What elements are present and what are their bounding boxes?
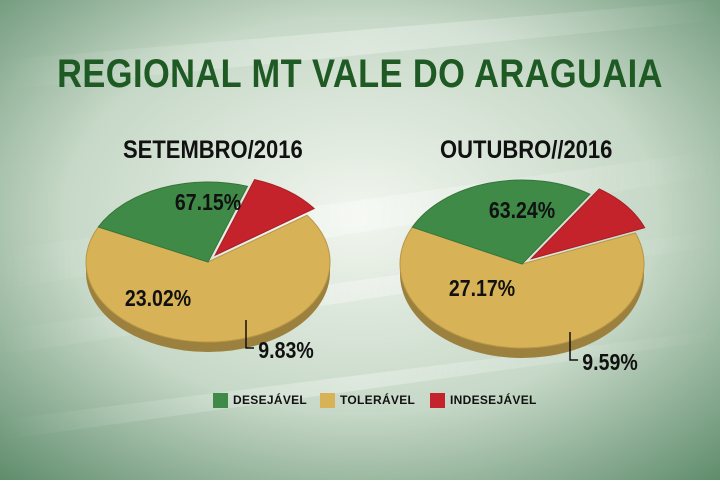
legend-item-indesejavel: INDESEJÁVEL [430, 389, 537, 411]
page-title: REGIONAL MT VALE DO ARAGUAIA [57, 52, 663, 96]
legend-item-toleravel: TOLERÁVEL [320, 389, 415, 411]
legend-label-toleravel: TOLERÁVEL [340, 393, 416, 407]
pie-slice-desejavel [411, 179, 591, 265]
streak [0, 330, 720, 440]
chart-title-setembro: SETEMBRO/2016 [123, 136, 303, 164]
data-label-desejavel: 23.02% [125, 286, 191, 312]
pie-chart-2: 63.24% 27.17% 9.59% [399, 179, 646, 376]
legend-swatch-indesejavel [430, 392, 445, 408]
pie-slice-toleravel [85, 214, 331, 343]
leader-line [569, 332, 578, 361]
legend-item-desejavel: DESEJÁVEL [213, 389, 307, 411]
data-label-desejavel: 27.17% [449, 276, 515, 302]
data-label-indesejavel: 9.59% [582, 350, 637, 376]
pie-slice-desejavel [97, 181, 249, 263]
data-label-toleravel: 63.24% [489, 198, 555, 224]
legend: DESEJÁVEL TOLERÁVEL INDESEJÁVEL [0, 389, 720, 411]
data-label-toleravel: 67.15% [175, 190, 241, 216]
data-label-indesejavel: 9.83% [258, 338, 313, 364]
legend-swatch-toleravel [320, 392, 335, 408]
legend-label-indesejavel: INDESEJÁVEL [450, 393, 537, 407]
pie-slice-indesejavel [529, 188, 646, 260]
streak [0, 0, 720, 90]
legend-label-desejavel: DESEJÁVEL [233, 393, 308, 407]
pie-slice-toleravel [399, 226, 645, 349]
leader-line [245, 320, 254, 349]
pie-slice-indesejavel [214, 178, 316, 257]
legend-swatch-desejavel [213, 392, 228, 408]
chart-title-outubro: OUTUBRO//2016 [440, 136, 613, 164]
pie-chart-1: 67.15% 23.02% 9.83% [85, 178, 331, 364]
